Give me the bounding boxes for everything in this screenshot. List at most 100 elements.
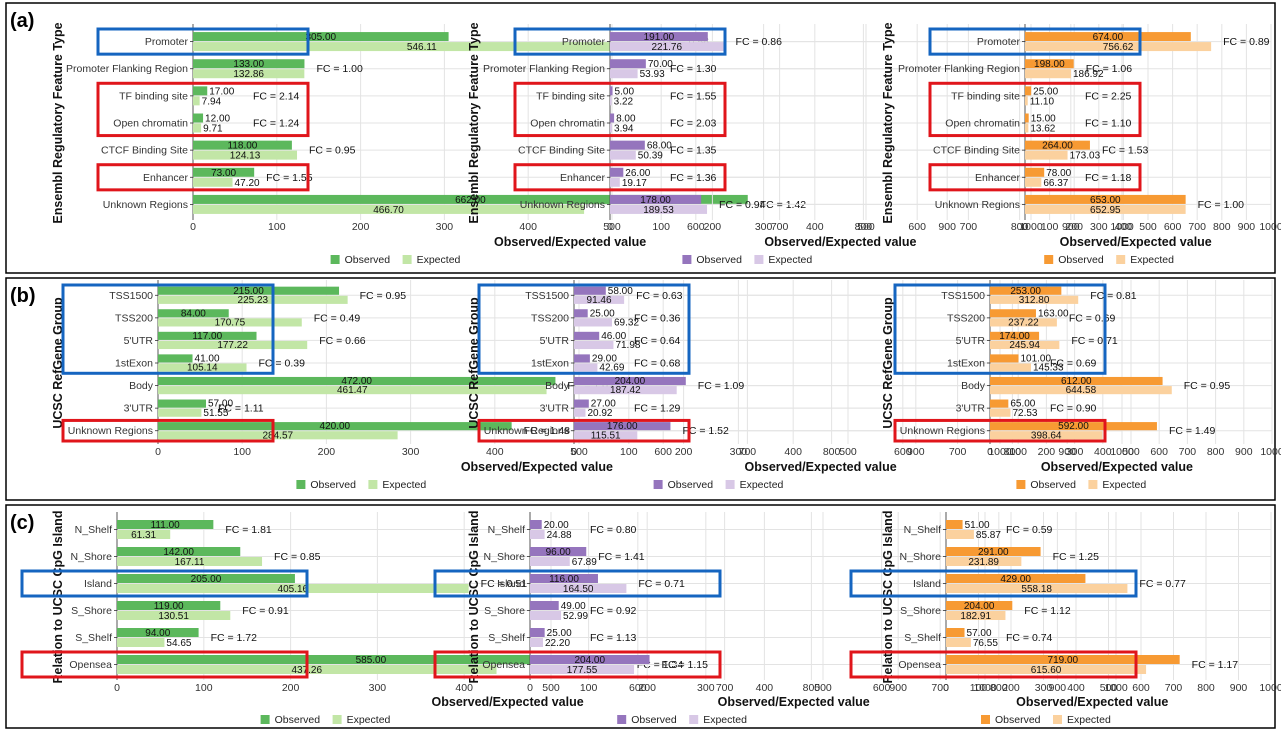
x-tick-label: 900 — [1049, 682, 1067, 694]
value-label-observed: 8.00 — [616, 114, 636, 125]
x-tick-label: 1000 — [1259, 682, 1281, 694]
bar-expected — [1025, 42, 1212, 52]
legend-label-observed: Observed — [995, 714, 1041, 726]
x-tick-label: 200 — [352, 221, 370, 233]
legend-swatch-expected — [725, 480, 735, 489]
legend-swatch-observed — [981, 715, 990, 724]
x-tick-label: 700 — [960, 221, 978, 233]
value-label-expected: 61.31 — [131, 530, 156, 541]
highlight-box-blue — [96, 27, 310, 56]
x-tick-label: 100 — [195, 682, 213, 694]
bar-expected — [990, 408, 1011, 417]
value-label-observed: 119.00 — [154, 601, 184, 612]
x-tick-label: 1000 — [1260, 446, 1281, 458]
bar-observed — [990, 376, 1163, 386]
x-tick-label: 900 — [938, 221, 956, 233]
bar-observed — [990, 309, 1036, 318]
category-label: S_Shore — [484, 605, 525, 617]
bar-observed — [1025, 140, 1090, 150]
fold-change-label: FC = 1.55 — [266, 172, 313, 184]
category-label: 1stExon — [947, 358, 985, 370]
panel-frame — [5, 277, 1276, 501]
bar-expected — [1025, 69, 1071, 79]
highlight-box-red — [61, 418, 275, 443]
fold-change-label: FC = 1.18 — [1085, 172, 1132, 184]
category-label: Unknown Regions — [68, 425, 153, 437]
value-label-expected: 231.89 — [968, 557, 999, 568]
bar-expected — [530, 611, 562, 620]
bar-observed — [946, 574, 1086, 583]
value-label-observed: 305.00 — [305, 32, 336, 43]
value-label-expected: 221.76 — [651, 42, 682, 53]
highlight-box-blue — [61, 283, 275, 375]
category-label: TF binding site — [951, 90, 1020, 102]
x-tick-label: 100 — [620, 446, 638, 458]
legend-swatch-expected — [1053, 715, 1062, 724]
x-tick-label: 100 — [1009, 446, 1027, 458]
fold-change-label: FC = 1.13 — [590, 632, 637, 644]
value-label-observed: 46.00 — [601, 331, 626, 342]
category-label: 5'UTR — [124, 335, 154, 347]
value-label-observed: 118.00 — [228, 141, 258, 152]
bar-observed — [990, 286, 1062, 295]
value-label-observed: 20.00 — [544, 520, 569, 531]
legend-label-expected: Expected — [382, 479, 426, 491]
x-tick-label: 400 — [519, 221, 537, 233]
fold-change-label: FC = 1.72 — [211, 632, 258, 644]
fold-change-label: FC = 1.49 — [1169, 425, 1216, 437]
fold-change-label: FC = 0.68 — [634, 358, 681, 370]
x-tick-label: 1000 — [973, 682, 997, 694]
value-label-observed: 163.00 — [1038, 308, 1069, 319]
category-label: S_Shore — [900, 605, 941, 617]
x-tick-label: 200 — [638, 682, 656, 694]
category-label: Unknown Regions — [103, 199, 188, 211]
category-label: Opensea — [69, 659, 112, 671]
bar-expected — [1025, 204, 1186, 214]
bar-expected — [193, 150, 298, 160]
highlight-box-blue — [513, 27, 727, 56]
value-label-expected: 546.11 — [407, 42, 437, 53]
value-label-expected: 189.53 — [643, 205, 674, 216]
bar-expected — [946, 557, 1022, 566]
value-label-expected: 19.17 — [622, 178, 647, 189]
x-tick-label: 700 — [716, 682, 734, 694]
value-label-expected: 130.51 — [158, 611, 189, 622]
value-label-expected: 615.60 — [1031, 665, 1062, 676]
bar-expected — [193, 69, 305, 79]
x-tick-label: 300 — [1035, 682, 1053, 694]
bar-observed — [1025, 194, 1186, 204]
fold-change-label: FC = 1.10 — [1085, 118, 1132, 130]
value-label-observed: 51.00 — [965, 520, 990, 531]
value-label-observed: 17.00 — [209, 86, 234, 97]
fold-change-label: FC = 1.30 — [670, 63, 717, 75]
value-label-observed: 25.00 — [547, 628, 572, 639]
value-label-expected: 186.92 — [1073, 69, 1104, 80]
category-label: Enhancer — [560, 172, 605, 184]
x-tick-label: 800 — [1197, 682, 1215, 694]
value-label-expected: 644.58 — [1066, 385, 1097, 396]
legend-swatch-expected — [402, 255, 412, 264]
x-tick-label: 600 — [687, 221, 705, 233]
value-label-expected: 312.80 — [1019, 295, 1050, 306]
x-tick-label: 0 — [527, 682, 533, 694]
fold-change-label: FC = 0.80 — [590, 524, 637, 536]
category-label: Island — [913, 578, 941, 590]
value-label-expected: 466.70 — [373, 205, 404, 216]
x-tick-label: 800 — [1213, 221, 1231, 233]
x-tick-label: 600 — [1164, 221, 1182, 233]
fold-change-label: FC = 1.52 — [682, 425, 729, 437]
category-label: TSS1500 — [941, 290, 985, 302]
category-label: CTCF Binding Site — [518, 145, 605, 157]
bar-observed — [158, 309, 229, 318]
x-tick-label: 500 — [1122, 446, 1140, 458]
category-label: CTCF Binding Site — [101, 145, 188, 157]
highlight-box-blue — [893, 283, 1107, 375]
value-label-observed: 429.00 — [1000, 574, 1031, 585]
panel-label: (a) — [10, 10, 34, 32]
fold-change-label: FC = 0.71 — [638, 578, 685, 590]
bar-observed — [1025, 86, 1032, 96]
fold-change-label: FC = 2.03 — [670, 118, 717, 130]
value-label-observed: 198.00 — [1034, 59, 1065, 70]
